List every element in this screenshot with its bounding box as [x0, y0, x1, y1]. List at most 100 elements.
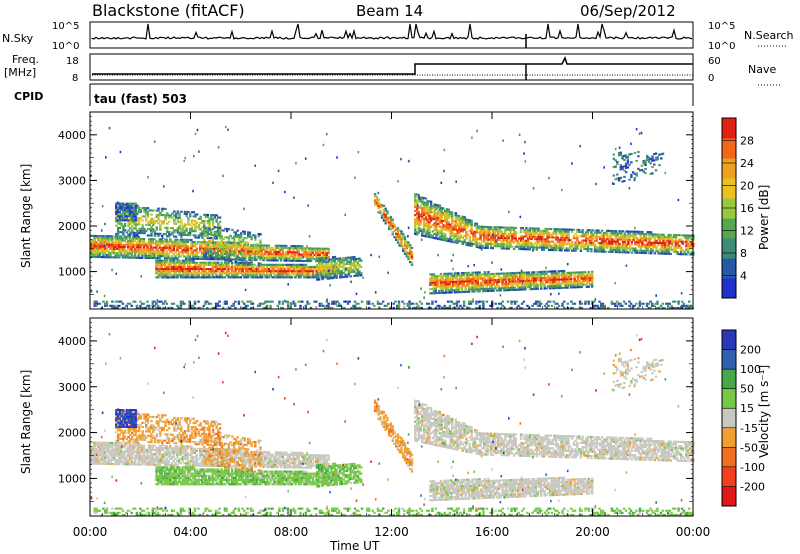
power-cell [173, 235, 176, 238]
power-cell [662, 242, 665, 245]
power-cell [282, 265, 285, 268]
power-cell [475, 222, 479, 225]
power-cell [511, 235, 514, 238]
power-cell [262, 246, 265, 249]
power-cell [177, 247, 181, 250]
power-cell [218, 268, 221, 271]
power-cell [389, 224, 393, 227]
power-cell [483, 225, 486, 228]
power-cell [476, 281, 480, 284]
power-cell [637, 245, 641, 248]
power-cell [488, 242, 491, 245]
power-cell [646, 250, 649, 253]
power-cell [535, 246, 539, 249]
power-cell [662, 233, 665, 236]
power-cell [422, 201, 426, 204]
power-cell [454, 216, 457, 219]
power-cell [536, 285, 539, 288]
power-cell [137, 246, 140, 249]
power-cell [436, 285, 439, 288]
power-cell [643, 239, 646, 242]
power-cell [502, 226, 505, 229]
power-cell [589, 275, 592, 278]
power-cell [505, 235, 509, 238]
power-cell [602, 242, 605, 245]
power-cell [234, 235, 238, 238]
power-cell [171, 274, 174, 277]
power-cell [236, 276, 239, 279]
power-cell [665, 246, 669, 249]
power-cell [136, 219, 139, 222]
power-cell [150, 228, 153, 231]
power-cell [535, 227, 539, 230]
power-cell [667, 233, 670, 236]
power-cell [253, 259, 256, 262]
power-cell [552, 276, 555, 279]
power-cell [469, 278, 472, 281]
power-cell [639, 251, 642, 254]
power-cell [227, 263, 230, 266]
power-cell [446, 272, 450, 275]
power-cell [294, 245, 297, 248]
power-cell [149, 244, 153, 247]
power-cell [257, 253, 260, 256]
power-cell [323, 271, 326, 274]
power-cell [541, 281, 545, 284]
power-cell [172, 246, 176, 249]
power-cell [578, 286, 582, 289]
power-cell [236, 254, 239, 257]
power-cell [142, 246, 146, 249]
power-cell [460, 280, 464, 283]
power-cell [112, 250, 116, 253]
power-cell [165, 253, 168, 256]
power-cell [151, 257, 154, 260]
power-cell [500, 234, 503, 237]
power-cell [495, 238, 498, 241]
power-cell [556, 236, 560, 239]
power-cell [194, 228, 197, 231]
power-cell [306, 257, 309, 260]
power-cell [546, 240, 549, 243]
power-cell [606, 234, 609, 237]
power-cell [426, 233, 429, 236]
power-cell [400, 232, 403, 235]
power-cell [541, 283, 545, 286]
power-cell [136, 204, 139, 207]
power-cell [618, 230, 621, 233]
power-cell [600, 229, 604, 232]
power-cell [517, 271, 520, 274]
power-cell [332, 277, 335, 280]
power-cell [623, 245, 627, 248]
power-cell [502, 239, 505, 242]
power-cell [102, 239, 105, 242]
power-cell [183, 210, 187, 213]
power-cell [141, 223, 144, 226]
power-cell [386, 218, 389, 221]
power-cell [519, 248, 523, 251]
power-cell [509, 230, 512, 233]
power-cell [155, 250, 158, 253]
power-cell [290, 263, 294, 266]
power-cell [262, 263, 265, 266]
power-cell [196, 236, 199, 239]
power-cell [196, 226, 199, 229]
power-cell [155, 226, 158, 229]
power-cell [114, 239, 117, 242]
power-cell [636, 241, 639, 244]
power-cell [171, 270, 174, 273]
power-cell [510, 272, 513, 275]
power-cell [543, 279, 546, 282]
power-cell [199, 265, 202, 268]
power-cell [304, 272, 308, 275]
power-cell [153, 234, 157, 237]
power-cell [167, 216, 171, 219]
power-cell [276, 272, 280, 275]
power-cell [632, 247, 635, 250]
power-cell [611, 242, 614, 245]
power-cell [465, 226, 468, 229]
power-cell [561, 286, 564, 289]
power-cell [218, 224, 222, 227]
power-cell [155, 240, 158, 243]
power-cell [688, 236, 692, 239]
power-cell [328, 258, 331, 261]
